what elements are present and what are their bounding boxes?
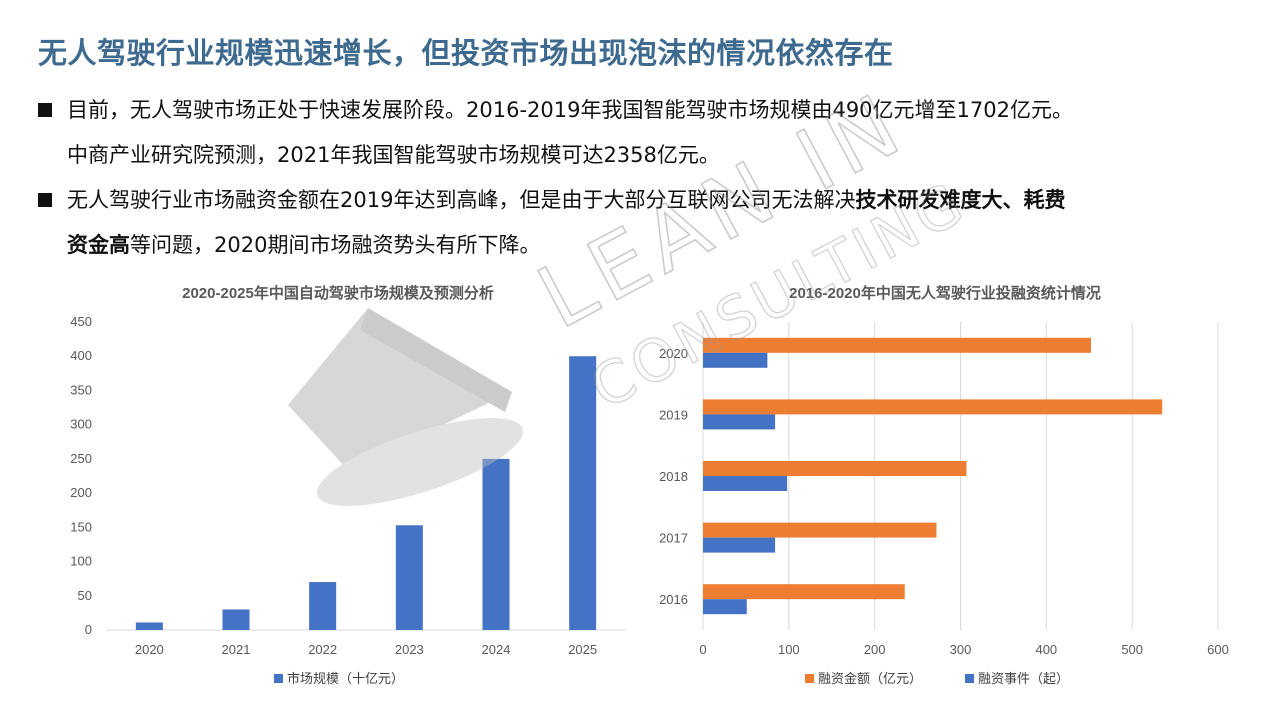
chart-2-x-tick: 100 — [778, 642, 800, 657]
chart-2-y-tick: 2018 — [659, 469, 688, 484]
chart-2-y-tick: 2019 — [659, 407, 688, 422]
page-title: 无人驾驶行业规模迅速增长，但投资市场出现泡沫的情况依然存在 — [38, 36, 894, 70]
chart-1-legend-swatch — [274, 674, 283, 683]
chart-1-y-tick: 150 — [70, 519, 92, 534]
chart-2-x-tick: 400 — [1035, 642, 1057, 657]
chart-1-y-tick: 400 — [70, 348, 92, 363]
bullet-2-text-cont: 等问题，2020期间市场融资势头有所下降。 — [130, 233, 541, 257]
chart-1-y-tick: 300 — [70, 417, 92, 432]
chart-2-bar-events — [703, 599, 747, 615]
financing-chart: 2016-2020年中国无人驾驶行业投融资统计情况 0 100 200 300 400 50… — [640, 270, 1240, 700]
bullet-square-icon — [38, 103, 52, 117]
chart-1-x-tick: 2022 — [308, 642, 337, 657]
chart-1-y-tick: 0 — [85, 622, 92, 637]
chart-2-bar-events — [703, 414, 776, 430]
chart-1-bar — [395, 525, 423, 630]
chart-1-x-tick: 2023 — [395, 642, 424, 657]
chart-1-y-tick: 100 — [70, 554, 92, 569]
chart-2-legend-label: 融资事件（起） — [978, 672, 1069, 687]
chart-2-x-tick: 0 — [699, 642, 706, 657]
chart-1-y-tick: 200 — [70, 485, 92, 500]
chart-2-y-tick: 2020 — [659, 346, 688, 361]
chart-2-x-tick: 600 — [1207, 642, 1229, 657]
chart-1-legend-label: 市场规模（十亿元） — [287, 671, 404, 687]
bullet-2-line-1: 无人驾驶行业市场融资金额在2019年达到高峰，但是由于大部分互联网公司无法解决技… — [67, 178, 1248, 223]
bullet-square-icon — [38, 193, 52, 207]
chart-1-bar — [309, 582, 337, 630]
chart-2-bar-amount — [703, 337, 1091, 353]
chart-2-x-tick: 300 — [950, 642, 972, 657]
bullet-1-line-1: 目前，无人驾驶市场正处于快速发展阶段。2016-2019年我国智能驾驶市场规模由… — [67, 98, 1073, 122]
chart-2-legend-swatch — [805, 674, 814, 683]
chart-1-bar — [482, 458, 510, 630]
chart-1-x-tick: 2025 — [568, 642, 597, 657]
chart-1-bar — [569, 356, 597, 630]
chart-1-y-tick: 50 — [78, 588, 92, 603]
chart-2-x-tick: 500 — [1121, 642, 1143, 657]
bullet-item-1: 目前，无人驾驶市场正处于快速发展阶段。2016-2019年我国智能驾驶市场规模由… — [38, 88, 1248, 178]
market-size-chart: 2020-2025年中国自动驾驶市场规模及预测分析 0 50 100 150 200 250… — [38, 270, 638, 700]
chart-1-x-tick: 2020 — [135, 642, 164, 657]
chart-2-y-tick: 2017 — [659, 531, 688, 546]
bullet-2-emphasis-cont: 资金高 — [67, 233, 130, 257]
bullet-item-2: 无人驾驶行业市场融资金额在2019年达到高峰，但是由于大部分互联网公司无法解决技… — [38, 178, 1248, 268]
chart-1-title: 2020-2025年中国自动驾驶市场规模及预测分析 — [182, 284, 494, 302]
bullet-1-line-2: 中商产业研究院预测，2021年我国智能驾驶市场规模可达2358亿元。 — [67, 143, 720, 167]
chart-2-y-tick: 2016 — [659, 592, 688, 607]
chart-2-bar-amount — [703, 522, 937, 538]
chart-2-bar-amount — [703, 461, 967, 476]
chart-2-title: 2016-2020年中国无人驾驶行业投融资统计情况 — [789, 284, 1101, 302]
chart-1-y-tick: 350 — [70, 382, 92, 397]
bullet-list: 目前，无人驾驶市场正处于快速发展阶段。2016-2019年我国智能驾驶市场规模由… — [38, 88, 1248, 268]
bullet-2-emphasis: 技术研发难度大、耗费 — [855, 188, 1066, 212]
chart-1-x-tick: 2024 — [482, 642, 511, 657]
chart-1-y-tick: 250 — [70, 451, 92, 466]
chart-2-bar-events — [703, 537, 776, 553]
chart-1-x-tick: 2021 — [222, 642, 251, 657]
bullet-2-line-2: 资金高等问题，2020期间市场融资势头有所下降。 — [67, 223, 1248, 268]
chart-2-bar-events — [703, 476, 788, 491]
bullet-2-text: 无人驾驶行业市场融资金额在2019年达到高峰，但是由于大部分互联网公司无法解决 — [67, 188, 856, 212]
financing-chart-svg: 2016-2020年中国无人驾驶行业投融资统计情况 0 100 200 300 400 50… — [659, 284, 1229, 687]
market-size-chart-svg: 2020-2025年中国自动驾驶市场规模及预测分析 0 50 100 150 200 250… — [70, 284, 626, 687]
chart-2-legend-label: 融资金额（亿元） — [818, 671, 922, 687]
chart-1-bar — [135, 622, 163, 630]
chart-2-x-tick: 200 — [864, 642, 886, 657]
chart-1-bar — [222, 609, 250, 630]
chart-1-y-tick: 450 — [70, 314, 92, 329]
chart-2-legend-swatch — [965, 674, 974, 683]
chart-2-bar-amount — [703, 399, 1163, 415]
chart-2-bar-amount — [703, 584, 905, 600]
chart-2-bar-events — [703, 352, 768, 368]
